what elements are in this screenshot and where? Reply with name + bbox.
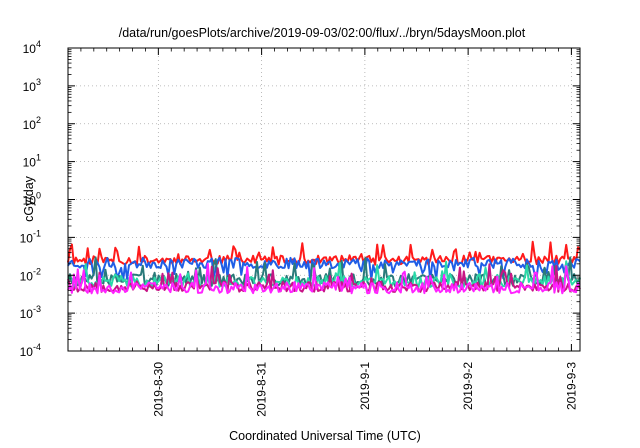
y-tick-label: 10-3 [20,304,41,321]
x-axis: 2019-8-30 2019-8-31 2019-9-1 2019-9-2 2019-9… [80,48,578,417]
x-tick-label: 2019-8-30 [151,362,165,417]
y-tick-label: 100 [23,191,41,208]
x-tick-label: 2019-9-1 [358,362,372,410]
y-axis-label: cGy/day [22,175,36,222]
y-tick-label: 10-2 [20,266,41,283]
x-tick-label: 2019-8-31 [255,362,269,417]
y-axis: 10-4 10-3 10-2 10-1 100 101 102 103 104 [20,39,580,359]
y-tick-label: 101 [23,153,41,170]
y-tick-label: 10-4 [20,342,41,359]
series-line [67,262,581,295]
x-tick-label: 2019-9-3 [564,362,578,410]
x-tick-label: 2019-9-2 [461,362,475,410]
chart-title: /data/run/goesPlots/archive/2019-09-03/0… [119,26,526,40]
series-line [67,263,581,293]
series-layer [67,240,581,295]
y-tick-label: 10-1 [20,228,41,245]
grid [68,48,580,351]
x-axis-label: Coordinated Universal Time (UTC) [229,429,421,443]
y-tick-label: 103 [23,77,41,94]
y-tick-label: 104 [23,39,41,56]
y-tick-label: 102 [23,115,41,132]
series-line [67,256,581,283]
